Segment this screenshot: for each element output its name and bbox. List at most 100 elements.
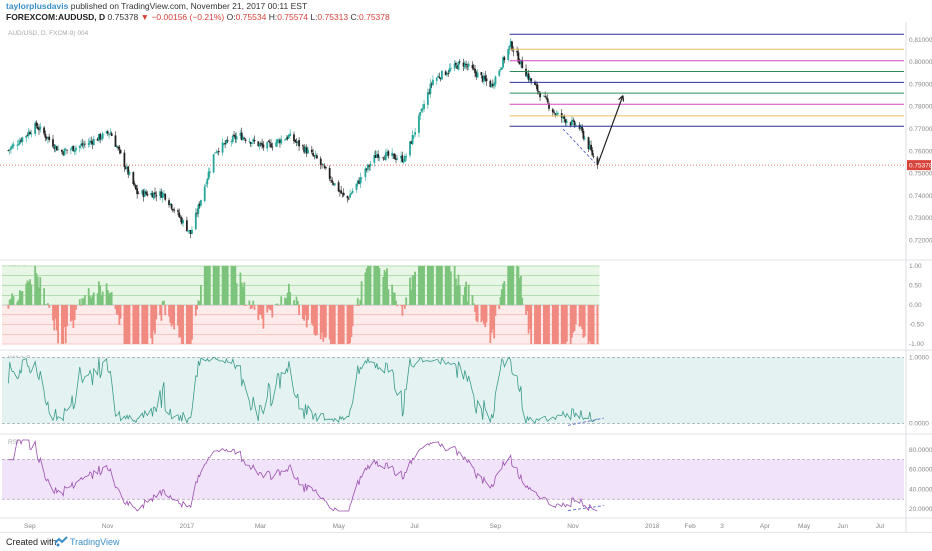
oscillator-bar	[297, 301, 299, 305]
candle-body	[294, 140, 296, 142]
candle-body	[539, 93, 541, 97]
oscillator-bar	[530, 305, 532, 344]
candle-body	[464, 63, 466, 67]
oscillator-bar	[414, 272, 416, 305]
time-axis-tick: Sep	[489, 523, 501, 530]
candle-body	[590, 145, 592, 150]
candle-body	[427, 92, 429, 104]
candle-body	[83, 145, 85, 146]
oscillator-bar	[334, 305, 336, 344]
price-axis-tick: 0.72000	[909, 237, 932, 244]
oscillator-bar	[173, 305, 175, 329]
oscillator-bar	[512, 266, 514, 305]
oscillator-bar	[182, 305, 184, 344]
candle-body	[132, 172, 134, 184]
candle-body	[111, 133, 113, 136]
oscillator-bar	[138, 305, 140, 344]
candle-body	[171, 204, 173, 209]
oscillator-bar	[584, 305, 586, 337]
oscillator-bar	[75, 305, 77, 310]
candle-body	[367, 164, 369, 169]
candle-body	[498, 71, 500, 76]
candle-body	[215, 152, 217, 153]
oscillator-bar	[262, 305, 264, 329]
candle-body	[387, 151, 389, 155]
oscillator-bar	[539, 305, 541, 344]
oscillator-bar	[278, 305, 280, 306]
author-link[interactable]: taylorplusdavis	[6, 1, 68, 11]
published-text: published on TradingView.com, November 2…	[71, 1, 307, 11]
candle-body	[350, 193, 352, 194]
candle-body	[136, 188, 138, 194]
oscillator-bar	[465, 282, 467, 305]
candle-body	[329, 168, 331, 179]
candle-body	[430, 84, 432, 94]
candle-body	[56, 146, 58, 150]
candle-body	[178, 212, 180, 217]
oscillator-bar	[84, 295, 86, 305]
candle-body	[512, 51, 514, 52]
candle-body	[530, 78, 532, 81]
oscillator-bar	[196, 305, 198, 309]
oscillator-bar	[209, 266, 211, 305]
candle-body	[115, 135, 117, 146]
oscillator-bar	[80, 305, 82, 306]
candle-body	[90, 141, 92, 142]
oscillator-bar	[557, 305, 559, 344]
candle-body	[583, 131, 585, 139]
time-axis-tick: Nov	[567, 523, 579, 530]
candle-body	[418, 116, 420, 133]
candles-group	[7, 38, 598, 238]
candle-body	[182, 220, 184, 223]
tradingview-brand[interactable]: TradingView	[70, 537, 120, 547]
candle-body	[293, 134, 295, 141]
oscillator-bar	[356, 305, 358, 306]
candle-body	[432, 80, 434, 85]
time-axis-tick: 2018	[645, 523, 660, 530]
candle-body	[441, 71, 443, 80]
oscillator-bar	[521, 298, 523, 305]
candle-body	[52, 139, 54, 146]
oscillator-bar	[459, 285, 461, 305]
price-axis-tick: 0.74000	[909, 193, 932, 200]
candle-body	[173, 210, 175, 211]
symbol-name[interactable]: FOREXCOM:AUDUSD, D	[6, 12, 105, 22]
rsi-axis-tick: 40.0000	[909, 486, 932, 493]
candle-body	[348, 199, 350, 200]
oscillator-bar	[498, 305, 500, 309]
price-axis-tick: 0.75000	[909, 171, 932, 178]
candle-body	[547, 98, 549, 102]
candle-body	[75, 148, 77, 151]
candle-body	[472, 65, 474, 68]
candle-body	[352, 191, 354, 193]
williams-axis-tick: 0.0000	[909, 420, 929, 427]
oscillator-bar	[307, 305, 309, 320]
candle-body	[405, 156, 407, 157]
oscillator-bar	[146, 305, 148, 344]
candle-body	[164, 194, 166, 200]
candle-body	[438, 77, 440, 78]
candle-body	[436, 78, 438, 81]
candle-body	[43, 128, 45, 134]
candle-body	[347, 196, 349, 198]
candle-body	[486, 78, 488, 81]
candle-body	[146, 194, 148, 196]
oscillator-bar	[450, 271, 452, 305]
open-label: O:	[227, 12, 236, 22]
oscillator-bar	[243, 282, 245, 305]
candle-body	[200, 200, 202, 205]
oscillator-bar	[102, 291, 104, 305]
candle-body	[296, 142, 298, 143]
candle-body	[465, 64, 467, 65]
price-change: −0.00156 (−0.21%)	[151, 12, 224, 22]
candle-body	[22, 138, 24, 142]
oscillator-bar	[277, 304, 279, 305]
candle-body	[93, 139, 95, 145]
chart-canvas[interactable]: 0.810000.800000.790000.780000.770000.760…	[0, 22, 932, 532]
candle-body	[538, 91, 540, 92]
candle-body	[107, 132, 109, 134]
oscillator-axis-tick: 0.50	[909, 282, 922, 289]
oscillator-bar	[47, 303, 49, 305]
oscillator-bar	[473, 303, 475, 305]
candle-body	[289, 133, 291, 135]
